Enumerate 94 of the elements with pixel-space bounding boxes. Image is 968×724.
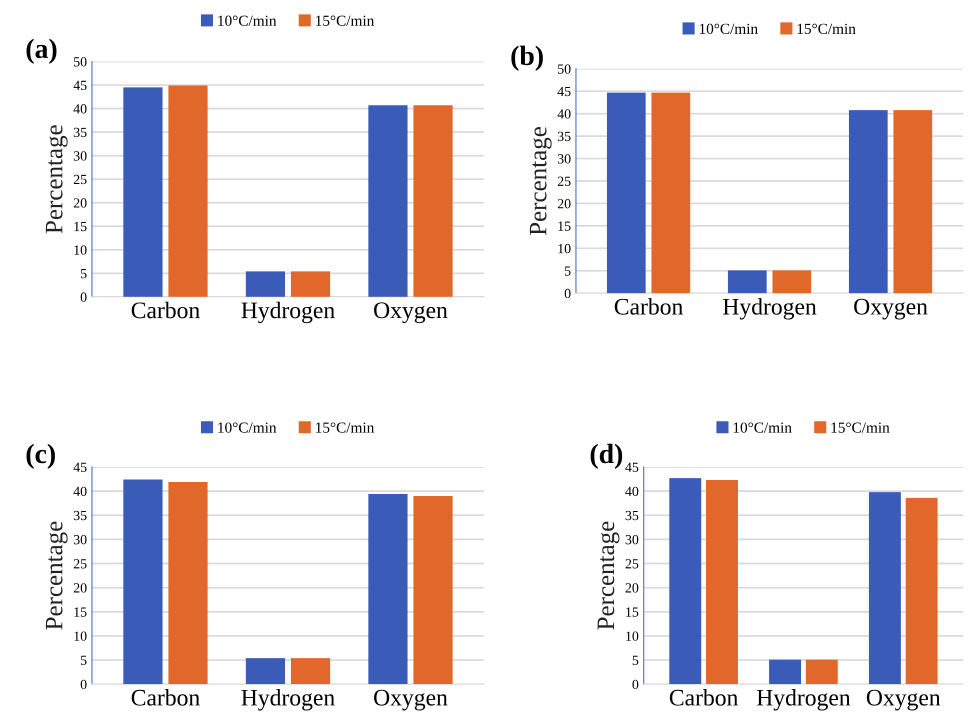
y-tick-label: 40: [557, 109, 571, 119]
chart-title: (b): [511, 46, 543, 71]
chart-title: (d): [590, 444, 622, 469]
legend-label: 10°C/min: [700, 24, 758, 34]
x-tick-label: Oxygen: [854, 298, 928, 320]
y-tick-label: 5: [564, 266, 571, 276]
y-tick-label: 20: [74, 583, 87, 593]
y-tick-label: 5: [80, 656, 87, 665]
legend-label: 15°C/min: [798, 24, 856, 34]
y-axis-title: Percentage: [530, 127, 552, 236]
y-tick-label: 5: [80, 269, 87, 278]
x-tick-label: Hydrogen: [756, 689, 850, 711]
x-tick-label: Carbon: [132, 302, 200, 318]
y-tick-label: 15: [74, 607, 87, 617]
legend-label: 15°C/min: [832, 422, 890, 433]
y-tick-label: 45: [73, 462, 87, 472]
y-tick-label: 10: [558, 244, 571, 254]
bar: [706, 480, 738, 684]
x-tick-label: Carbon: [614, 298, 683, 315]
y-tick-label: 5: [632, 656, 638, 665]
y-tick-label: 25: [626, 559, 638, 568]
x-tick-label: Hydrogen: [241, 689, 335, 711]
y-tick-label: 35: [74, 510, 87, 520]
y-tick-label: 10: [626, 631, 638, 641]
y-tick-label: 50: [558, 64, 571, 74]
bar: [806, 660, 838, 684]
bar: [772, 270, 812, 294]
bar: [290, 658, 330, 684]
x-tick-label: Hydrogen: [723, 298, 816, 320]
y-tick-label: 20: [558, 199, 571, 208]
legend-label: 10°C/min: [734, 422, 792, 433]
y-axis-title: Percentage: [46, 125, 68, 234]
bar: [246, 271, 286, 297]
x-tick-label: Oxygen: [374, 690, 448, 710]
bar: [246, 658, 286, 684]
legend-label: 10°C/min: [218, 422, 276, 433]
bar: [123, 480, 163, 684]
bar: [168, 86, 208, 297]
y-tick-label: 50: [74, 57, 87, 66]
x-tick-label: Oxygen: [866, 690, 940, 710]
chart-title: (a): [26, 38, 56, 64]
legend-label: 10°C/min: [218, 16, 276, 26]
bar: [848, 110, 888, 294]
y-tick-label: 20: [74, 198, 87, 208]
bar: [368, 494, 408, 684]
y-axis-title: Percentage: [46, 522, 68, 630]
y-tick-label: 15: [626, 607, 638, 617]
y-tick-label: 20: [626, 583, 638, 593]
y-tick-label: 35: [558, 132, 571, 142]
bar: [123, 87, 163, 297]
y-tick-label: 30: [626, 534, 638, 544]
bar: [893, 110, 932, 294]
y-tick-label: 15: [558, 222, 571, 231]
y-tick-label: 40: [73, 104, 87, 114]
y-tick-label: 35: [626, 510, 638, 520]
y-tick-label: 30: [558, 154, 571, 164]
y-tick-label: 0: [564, 288, 571, 298]
bar: [168, 482, 208, 684]
bar: [290, 271, 330, 297]
y-tick-label: 10: [74, 631, 87, 641]
y-axis-title: Percentage: [598, 522, 620, 630]
bar: [651, 92, 690, 294]
bar: [868, 492, 901, 684]
bar: [413, 105, 453, 297]
y-tick-label: 10: [74, 245, 87, 255]
x-tick-label: Carbon: [670, 689, 738, 706]
bar: [906, 498, 938, 684]
legend-label: 15°C/min: [316, 16, 374, 26]
x-tick-label: Carbon: [132, 689, 200, 706]
y-tick-label: 0: [80, 292, 87, 302]
x-tick-label: Hydrogen: [241, 302, 335, 324]
y-tick-label: 0: [80, 680, 87, 690]
y-tick-label: 25: [74, 174, 87, 184]
y-tick-label: 30: [74, 534, 87, 544]
y-tick-label: 45: [625, 462, 638, 472]
y-tick-label: 25: [74, 559, 87, 568]
bar: [769, 660, 802, 684]
chart-title: (c): [26, 444, 55, 469]
y-tick-label: 45: [73, 80, 87, 90]
y-tick-label: 40: [625, 486, 638, 496]
bar: [413, 496, 453, 684]
x-tick-label: Oxygen: [374, 302, 448, 324]
y-tick-label: 15: [74, 222, 87, 232]
y-tick-label: 0: [632, 680, 638, 690]
y-tick-label: 25: [558, 176, 571, 186]
y-tick-label: 30: [74, 151, 87, 161]
y-tick-label: 40: [73, 486, 87, 496]
y-tick-label: 45: [557, 86, 571, 96]
bar: [728, 270, 767, 294]
legend-label: 15°C/min: [316, 422, 374, 433]
bar: [669, 478, 702, 684]
bar: [606, 92, 646, 294]
y-tick-label: 35: [74, 128, 87, 138]
bar: [368, 105, 408, 297]
